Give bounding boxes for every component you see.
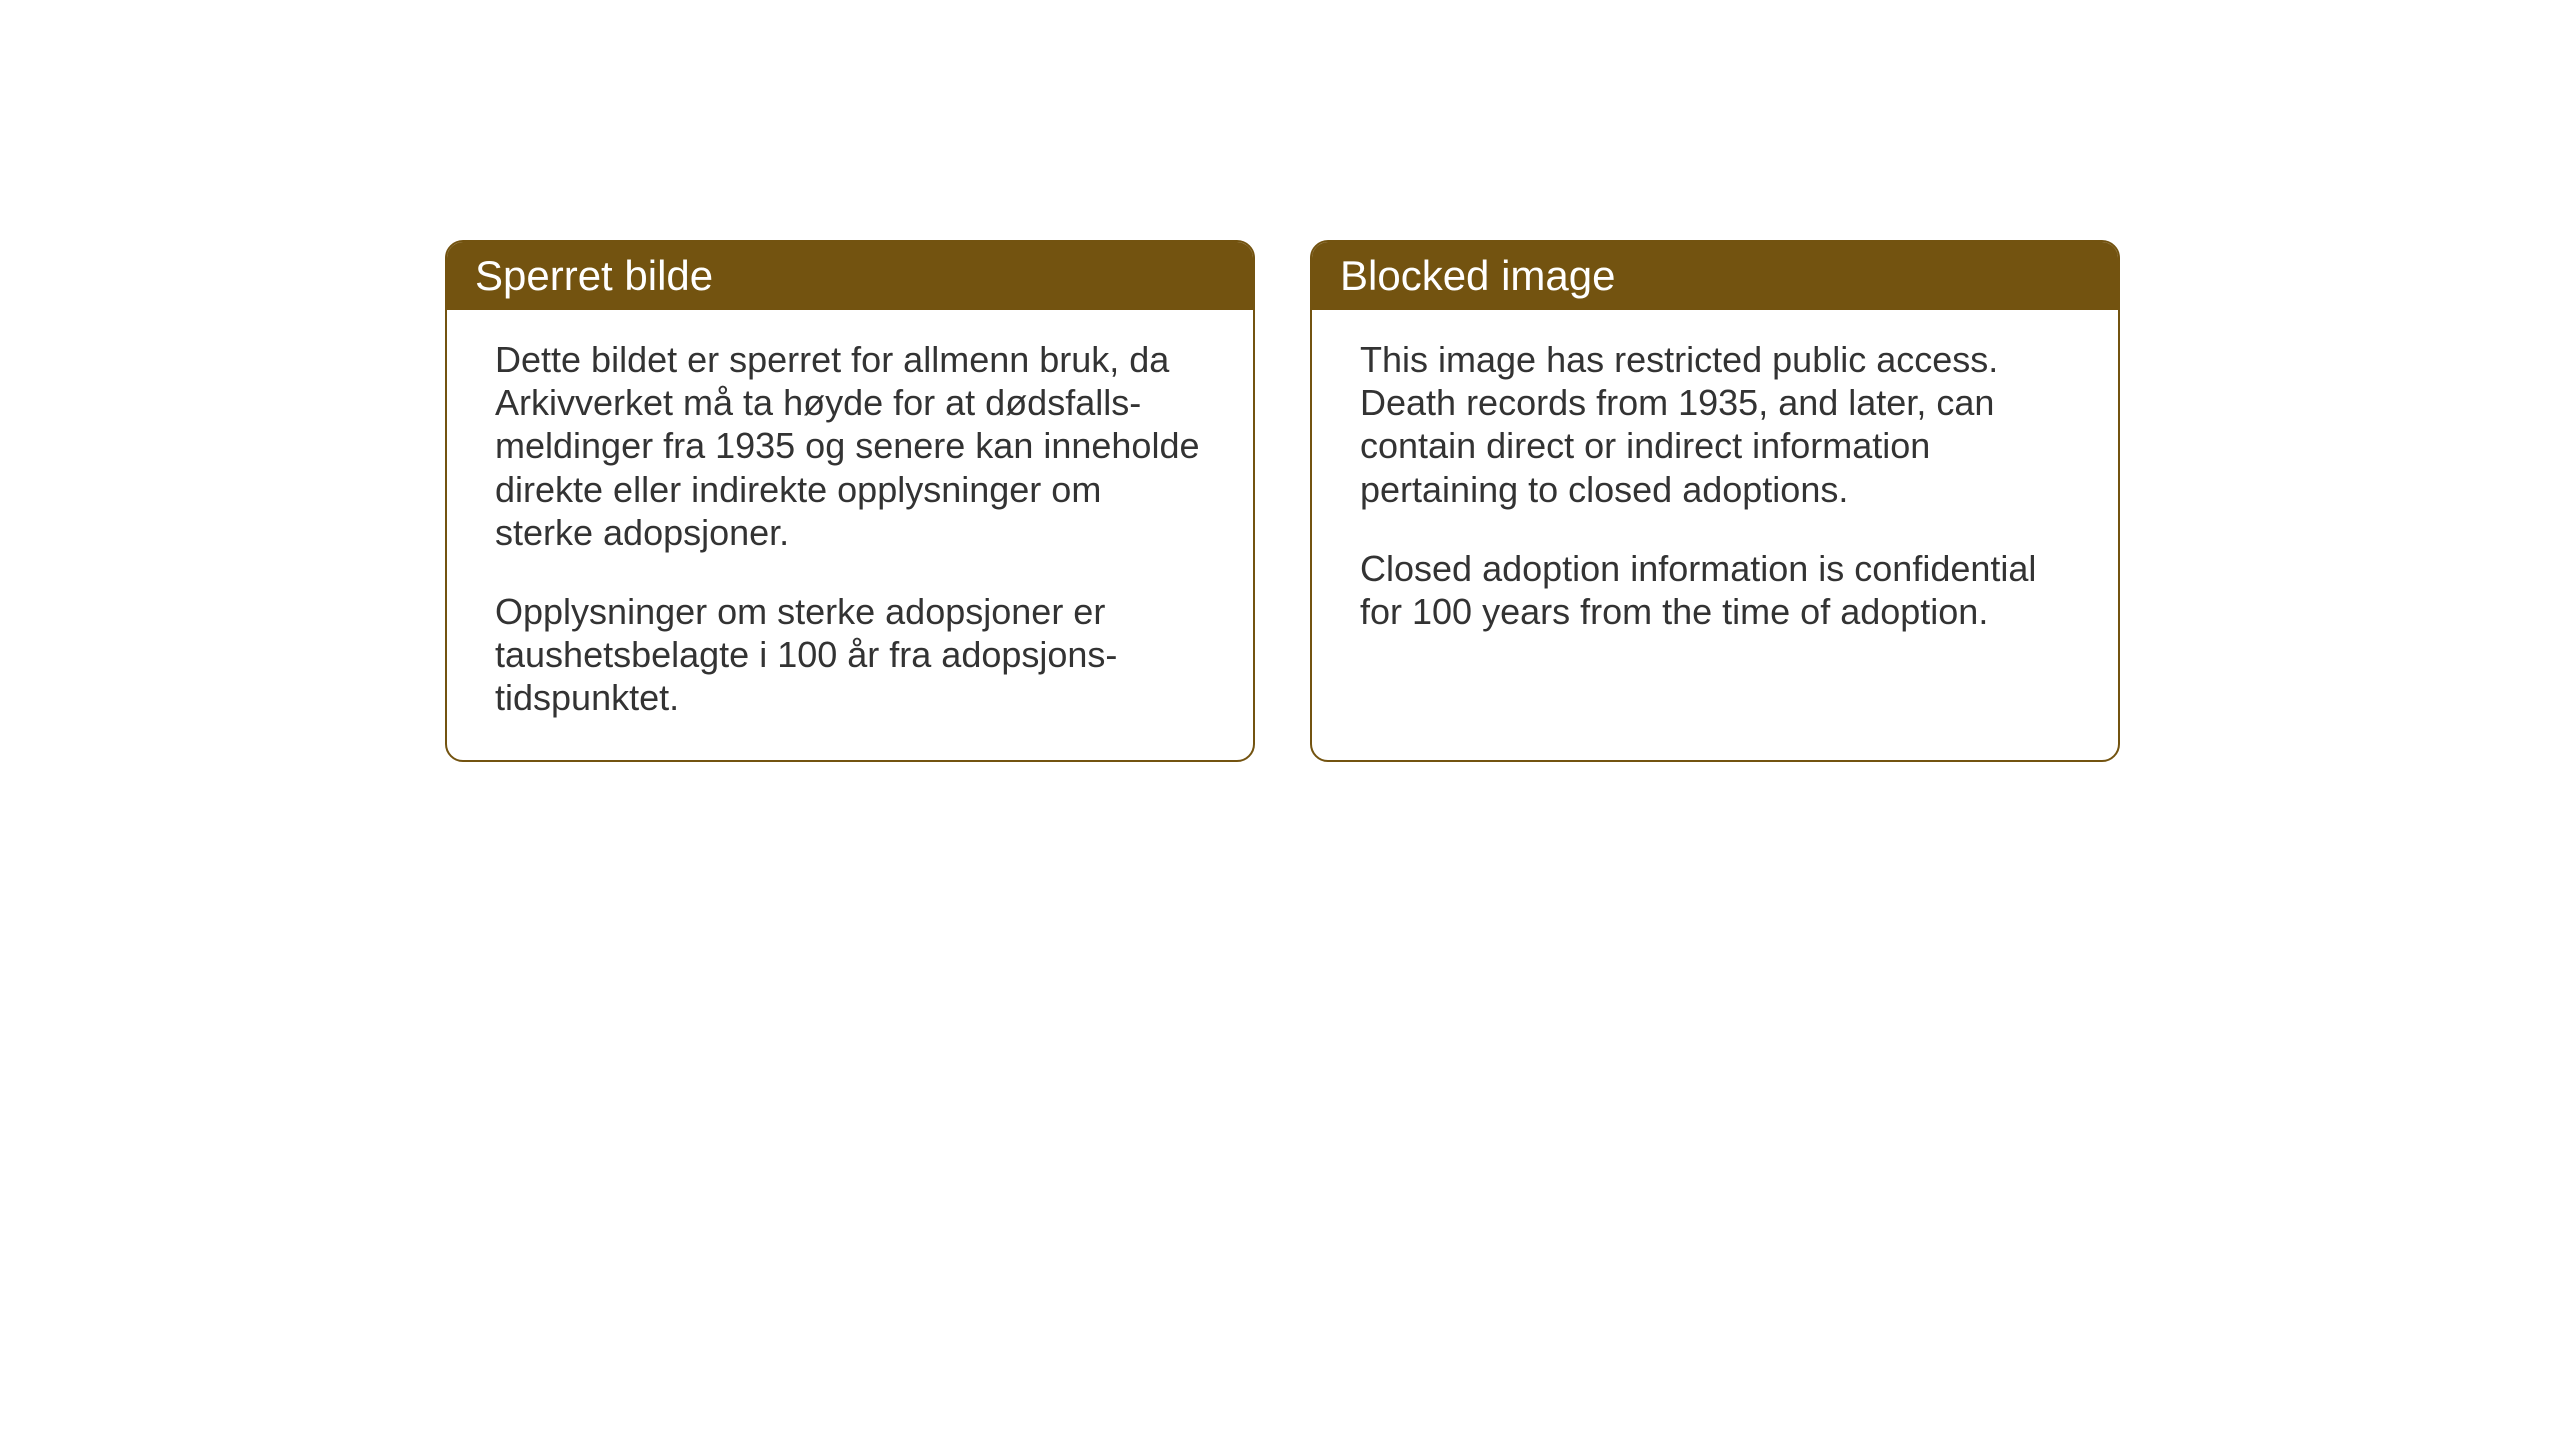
english-paragraph-2: Closed adoption information is confident… [1360,547,2070,633]
norwegian-notice-card: Sperret bilde Dette bildet er sperret fo… [445,240,1255,762]
english-paragraph-1: This image has restricted public access.… [1360,338,2070,511]
norwegian-paragraph-2: Opplysninger om sterke adopsjoner er tau… [495,590,1205,720]
english-notice-card: Blocked image This image has restricted … [1310,240,2120,762]
norwegian-card-header: Sperret bilde [447,242,1253,310]
norwegian-card-title: Sperret bilde [475,252,713,299]
notice-container: Sperret bilde Dette bildet er sperret fo… [445,240,2120,762]
norwegian-paragraph-1: Dette bildet er sperret for allmenn bruk… [495,338,1205,554]
english-card-body: This image has restricted public access.… [1312,310,2118,673]
norwegian-card-body: Dette bildet er sperret for allmenn bruk… [447,310,1253,760]
english-card-header: Blocked image [1312,242,2118,310]
english-card-title: Blocked image [1340,252,1615,299]
